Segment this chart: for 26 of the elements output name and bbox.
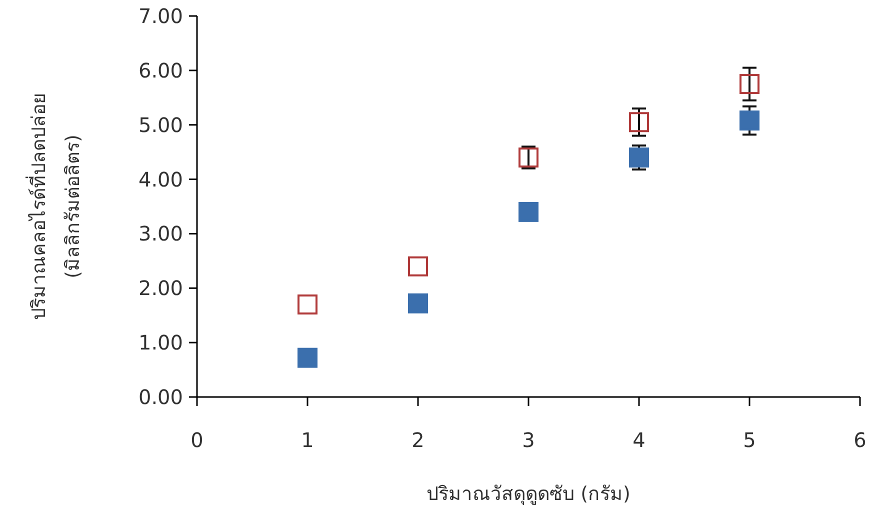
x-tick-label: 1 bbox=[301, 428, 314, 452]
x-tick-label: 6 bbox=[854, 428, 866, 452]
point bbox=[298, 294, 318, 314]
point bbox=[408, 293, 428, 314]
point bbox=[629, 148, 649, 168]
y-tick-label: 7.00 bbox=[138, 4, 183, 28]
y-tick-label: 3.00 bbox=[138, 222, 183, 246]
point bbox=[408, 256, 428, 276]
x-tick-label: 3 bbox=[522, 428, 535, 452]
y-tick-label: 5.00 bbox=[138, 112, 183, 137]
y-tick-label: 2.00 bbox=[138, 276, 183, 300]
x-tick-label: 2 bbox=[412, 428, 424, 452]
point bbox=[740, 74, 760, 94]
x-tick-label: 4 bbox=[632, 428, 646, 452]
y-axis-title: ปริมาณคลอไรด์ที่ปลดปล่อย (มิลลิกรัมต่อลิตร) bbox=[25, 93, 84, 320]
x-tick-label: 5 bbox=[743, 428, 756, 452]
y-tick-label: 4.00 bbox=[138, 167, 183, 192]
y-tick-label: 6.00 bbox=[138, 58, 183, 82]
point bbox=[740, 110, 760, 131]
x-axis-title: ปริมาณวัสดุดูดซับ (กรัม) bbox=[426, 483, 630, 506]
y-tick-label: 0.00 bbox=[138, 385, 183, 409]
point bbox=[518, 202, 538, 222]
point bbox=[629, 112, 649, 132]
point bbox=[298, 348, 318, 368]
y-tick-label: 1.00 bbox=[138, 330, 183, 355]
x-tick-label: 0 bbox=[190, 428, 204, 452]
